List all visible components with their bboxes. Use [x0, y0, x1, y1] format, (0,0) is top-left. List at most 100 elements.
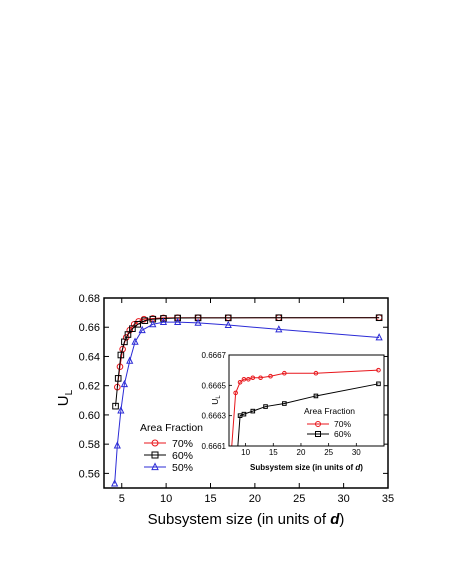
- data-point: [114, 375, 122, 382]
- data-point: [131, 337, 139, 345]
- inset-x-tick-label: 25: [324, 448, 333, 457]
- inset-legend-swatch-marker: [315, 431, 321, 437]
- y-axis-title-sub: L: [64, 389, 75, 395]
- inset-data-point: [376, 381, 381, 387]
- inset-x-axis-title-text: Subsystem size (in units of: [250, 463, 355, 472]
- y-tick-label: 0.68: [79, 293, 100, 305]
- inset-series-line-70%: [231, 369, 379, 446]
- inset-y-tick-label: 0.6667: [202, 351, 227, 360]
- inset-legend-label: 60%: [334, 429, 351, 439]
- data-point: [120, 379, 129, 388]
- main-plot-frame: [103, 297, 389, 489]
- inset-x-axis-title-italic: d: [355, 463, 361, 472]
- x-axis-title-text: Subsystem size (in units of: [148, 511, 331, 528]
- x-tick-label: 30: [338, 493, 350, 505]
- y-tick-label: 0.66: [79, 322, 100, 334]
- data-point: [159, 317, 168, 326]
- legend-label: 70%: [172, 438, 193, 450]
- data-point: [160, 315, 167, 322]
- data-point: [121, 338, 128, 346]
- inset-y-tick-label: 0.6661: [202, 442, 227, 451]
- data-point: [224, 320, 232, 328]
- data-point: [111, 479, 119, 487]
- inset-x-tick-label: 30: [352, 448, 361, 457]
- x-tick-label: 35: [382, 493, 394, 505]
- y-tick-label: 0.62: [79, 381, 100, 393]
- data-point: [224, 314, 232, 322]
- data-point: [129, 325, 136, 332]
- x-tick-label: 15: [204, 493, 216, 505]
- inset-y-axis-title-main: U: [210, 399, 220, 405]
- main-plot: 5 10 15 20 25 30 35 0.56 0.58 0.60 0.62 0.64 0.66 0.6…: [55, 293, 394, 528]
- inset-data-point: [233, 390, 238, 396]
- inset-data-point: [258, 375, 263, 381]
- data-point: [174, 317, 182, 326]
- x-tick-label: 20: [249, 493, 261, 505]
- x-axis-title: Subsystem size (in units of d): [148, 511, 345, 528]
- x-tick-label: 5: [119, 493, 125, 505]
- inset-data-point: [282, 401, 287, 406]
- inset-data-point: [376, 367, 381, 373]
- y-tick-label: 0.64: [79, 351, 100, 363]
- data-point: [117, 351, 125, 359]
- inset-y-tick-label: 0.6665: [202, 381, 227, 390]
- inset-x-axis-title-suffix: ): [360, 463, 363, 472]
- legend-label: 60%: [172, 450, 193, 462]
- legend-swatch-marker: [151, 439, 159, 447]
- inset-data-point: [263, 404, 268, 409]
- inset-x-tick-label: 20: [297, 448, 306, 457]
- inset-data: [231, 367, 381, 446]
- inset-series-line-60%: [237, 383, 379, 446]
- data-point: [113, 441, 121, 449]
- y-tick-label: 0.58: [79, 439, 100, 451]
- x-axis-title-suffix: ): [339, 511, 344, 528]
- legend-title: Area Fraction: [140, 422, 203, 434]
- inset-background: [229, 355, 384, 446]
- data-point: [141, 317, 149, 324]
- data-point: [194, 318, 202, 326]
- legend-swatch-marker: [151, 462, 159, 471]
- data-point: [117, 406, 125, 414]
- inset-data-point: [241, 376, 247, 382]
- data-point: [149, 319, 157, 328]
- inset-legend-title: Area Fraction: [304, 406, 355, 416]
- inset-y-tick-label: 0.6663: [202, 412, 227, 421]
- inset-data-point: [237, 380, 243, 385]
- x-tick-label: 25: [293, 493, 305, 505]
- x-axis-title-italic: d: [330, 511, 340, 528]
- inset-legend: Area Fraction 70%60%: [304, 406, 355, 439]
- inset-data-point: [313, 370, 319, 376]
- y-tick-label: 0.60: [79, 410, 100, 422]
- series-line-60%: [115, 317, 380, 407]
- y-tick-label: 0.56: [79, 468, 100, 480]
- data-point: [140, 315, 148, 323]
- inset-data-point: [246, 376, 251, 382]
- data-point: [375, 333, 383, 341]
- data-point: [375, 314, 383, 322]
- data-point: [275, 325, 283, 333]
- main-legend: Area Fraction 70%60%50%: [140, 422, 203, 474]
- data-point: [124, 331, 132, 338]
- inset-x-tick-label: 15: [269, 448, 278, 457]
- legend-swatch-marker: [151, 451, 159, 459]
- inset-y-axis-title-sub: L: [216, 395, 222, 399]
- data-point: [112, 402, 119, 410]
- y-axis-title-main: U: [55, 395, 72, 406]
- inset-data-point: [282, 370, 287, 376]
- legend-label: 50%: [172, 462, 193, 474]
- inset-data-point: [250, 408, 256, 414]
- data-point: [126, 356, 134, 364]
- inset-legend-swatch-marker: [315, 421, 321, 427]
- inset-x-axis-title: Subsystem size (in units of d): [250, 463, 363, 472]
- data-point: [138, 325, 146, 334]
- series-line-50%: [114, 321, 380, 484]
- data-point: [275, 314, 283, 322]
- inset-frame: [228, 354, 385, 447]
- inset-y-axis-title: UL: [210, 395, 222, 405]
- inset-data-point: [313, 393, 319, 399]
- y-axis-title: UL: [55, 389, 75, 406]
- data-point: [174, 314, 181, 322]
- data-point: [134, 321, 142, 328]
